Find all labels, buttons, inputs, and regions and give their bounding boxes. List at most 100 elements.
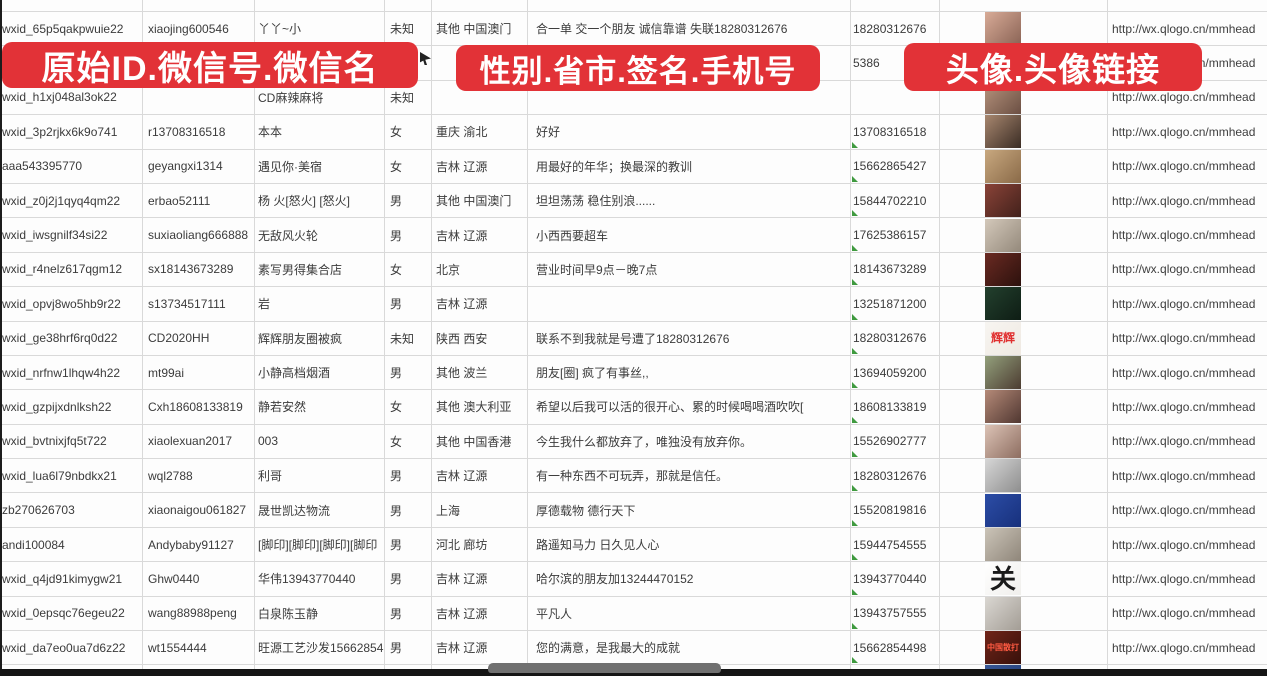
cell-wechat-account[interactable]: sx18143673289	[143, 252, 255, 287]
cell-region[interactable]: 陕西 西安	[432, 321, 528, 355]
cell-avatar-link[interactable]: http://wx.qlogo.cn/mmhead	[1112, 331, 1256, 346]
cell-avatar[interactable]	[940, 459, 1108, 493]
cell-signature[interactable]	[528, 287, 851, 321]
cell-phone[interactable]: 15944754555	[851, 527, 940, 562]
cell-gender[interactable]: 男	[385, 183, 432, 218]
cell-signature[interactable]: 您的满意，是我最大的成就	[528, 631, 851, 665]
cell-wechat-name[interactable]: 岩	[255, 287, 385, 321]
cell-avatar-link[interactable]: http://wx.qlogo.cn/mmhead	[1112, 468, 1256, 483]
cell-wechat-name[interactable]: 丫丫~小	[255, 12, 385, 46]
cell-avatar-link[interactable]: http://wx.qlogo.cn/mmhead	[1112, 193, 1256, 208]
cell-avatar[interactable]	[940, 183, 1108, 218]
cell-avatar[interactable]	[940, 424, 1108, 459]
cell-wechat-name[interactable]: 小静高档烟酒	[255, 355, 385, 390]
cell-gender[interactable]: 未知	[385, 321, 432, 355]
cell-wechat-name[interactable]: 遇见你·美宿	[255, 149, 385, 183]
cell-original-id[interactable]: wxid_0epsqc76egeu22	[0, 596, 143, 631]
cell-region[interactable]: 吉林 辽源	[432, 287, 528, 321]
cell-original-id[interactable]: wxid_ge38hrf6rq0d22	[0, 321, 143, 355]
cell-original-id[interactable]: wxid_da7eo0ua7d6z22	[0, 631, 143, 665]
cell-region[interactable]: 北京	[432, 252, 528, 287]
cell-wechat-account[interactable]: s13734517111	[143, 287, 255, 321]
cell-signature[interactable]: 好好	[528, 115, 851, 149]
cell-gender[interactable]: 女	[385, 390, 432, 424]
cell-wechat-account[interactable]: xiaolexuan2017	[143, 424, 255, 459]
cell-avatar-link[interactable]: http://wx.qlogo.cn/mmhead	[1112, 124, 1256, 139]
cell-wechat-account[interactable]: mt99ai	[143, 355, 255, 390]
cell-wechat-name[interactable]: 杨 火[怒火] [怒火]	[255, 183, 385, 218]
cell-gender[interactable]: 男	[385, 355, 432, 390]
cell-original-id[interactable]: aaa543395770	[0, 149, 143, 183]
cell-original-id[interactable]: zb270626703	[0, 493, 143, 527]
cell-region[interactable]: 上海	[432, 493, 528, 527]
cell-gender[interactable]: 男	[385, 493, 432, 527]
cell-region[interactable]: 河北 廊坊	[432, 527, 528, 562]
cell-avatar-link[interactable]: http://wx.qlogo.cn/mmhead	[1112, 606, 1256, 621]
cell-wechat-account[interactable]: wql2788	[143, 459, 255, 493]
cell-signature[interactable]: 联系不到我就是号遭了18280312676	[528, 321, 851, 355]
cell-gender[interactable]: 女	[385, 424, 432, 459]
cell-wechat-account[interactable]: CD2020HH	[143, 321, 255, 355]
cell-region[interactable]	[432, 80, 528, 115]
cell-phone[interactable]: 13708316518	[851, 115, 940, 149]
cell-avatar[interactable]	[940, 493, 1108, 527]
cell-avatar-link[interactable]	[1108, 0, 1267, 11]
cell-gender[interactable]: 男	[385, 631, 432, 665]
cell-wechat-account[interactable]: xiaonaigou061827	[143, 493, 255, 527]
cell-avatar-link[interactable]: http://wx.qlogo.cn/mmhead	[1112, 159, 1256, 174]
cell-original-id[interactable]: wxid_nrfnw1lhqw4h22	[0, 355, 143, 390]
cell-phone[interactable]: 13251871200	[851, 287, 940, 321]
cell-wechat-account[interactable]: suxiaoliang666888	[143, 218, 255, 252]
cell-avatar-link[interactable]: http://wx.qlogo.cn/mmhead	[1112, 228, 1256, 243]
cell-wechat-account[interactable]: r13708316518	[143, 115, 255, 149]
cell-avatar-link[interactable]: http://wx.qlogo.cn/mmhead	[1112, 262, 1256, 277]
cell-signature[interactable]: 平凡人	[528, 596, 851, 631]
cell-original-id[interactable]: wxid_65p5qakpwuie22	[0, 12, 143, 46]
cell-wechat-name[interactable]: 华伟13943770440	[255, 562, 385, 596]
cell-phone[interactable]: 13943757555	[851, 596, 940, 631]
cell-wechat-name[interactable]: 003	[255, 424, 385, 459]
cell-avatar-link[interactable]: http://wx.qlogo.cn/mmhead	[1112, 434, 1256, 449]
cell-original-id[interactable]: wxid_q4jd91kimygw21	[0, 562, 143, 596]
cell-region[interactable]: 其他 中国澳门	[432, 12, 528, 46]
cell-gender[interactable]: 女	[385, 149, 432, 183]
cell-phone[interactable]: 15662854498	[851, 631, 940, 665]
cell-wechat-name[interactable]: 晟世凯达物流	[255, 493, 385, 527]
cell-avatar[interactable]	[940, 287, 1108, 321]
cell-avatar[interactable]	[940, 12, 1108, 46]
cell-wechat-name[interactable]: 辉辉朋友圈被疯	[255, 321, 385, 355]
cell-signature[interactable]: 营业时间早9点－晚7点	[528, 252, 851, 287]
cell-signature[interactable]: 哈尔滨的朋友加13244470152	[528, 562, 851, 596]
cell-avatar-link[interactable]: http://wx.qlogo.cn/mmhead	[1112, 90, 1256, 105]
cell-phone[interactable]: 18143673289	[851, 252, 940, 287]
cell-region[interactable]: 吉林 辽源	[432, 596, 528, 631]
cell-region[interactable]	[432, 0, 528, 11]
cell-original-id[interactable]: wxid_bvtnixjfq5t722	[0, 424, 143, 459]
cell-signature[interactable]: 合一单 交一个朋友 诚信靠谱 失联18280312676	[528, 12, 851, 46]
cell-wechat-account[interactable]: geyangxi1314	[143, 149, 255, 183]
cell-signature[interactable]: 用最好的年华；换最深的教训	[528, 149, 851, 183]
cell-phone[interactable]: 18280312676	[851, 12, 940, 46]
cell-phone[interactable]: 15520819816	[851, 493, 940, 527]
cell-gender[interactable]: 男	[385, 218, 432, 252]
cell-phone[interactable]	[851, 0, 940, 11]
cell-wechat-account[interactable]: wt1554444	[143, 631, 255, 665]
cell-region[interactable]: 其他 中国香港	[432, 424, 528, 459]
cell-signature[interactable]: 小西西要超车	[528, 218, 851, 252]
cell-avatar[interactable]	[940, 390, 1108, 424]
cell-wechat-account[interactable]: Andybaby91127	[143, 527, 255, 562]
cell-phone[interactable]: 15662865427	[851, 149, 940, 183]
cell-original-id[interactable]: wxid_h1xj048al3ok22	[0, 80, 143, 115]
cell-region[interactable]: 其他 澳大利亚	[432, 390, 528, 424]
cell-signature[interactable]: 有一种东西不可玩弄，那就是信任。	[528, 459, 851, 493]
cell-signature[interactable]	[528, 80, 851, 115]
cell-original-id[interactable]: wxid_lua6l79nbdkx21	[0, 459, 143, 493]
cell-region[interactable]: 吉林 辽源	[432, 218, 528, 252]
cell-wechat-name[interactable]: 利哥	[255, 459, 385, 493]
cell-phone[interactable]: 13943770440	[851, 562, 940, 596]
cell-avatar[interactable]	[940, 252, 1108, 287]
cell-wechat-account[interactable]: Ghw0440	[143, 562, 255, 596]
cell-phone[interactable]: 18608133819	[851, 390, 940, 424]
cell-avatar-link[interactable]: http://wx.qlogo.cn/mmhead	[1112, 537, 1256, 552]
cell-wechat-name[interactable]: 静若安然	[255, 390, 385, 424]
